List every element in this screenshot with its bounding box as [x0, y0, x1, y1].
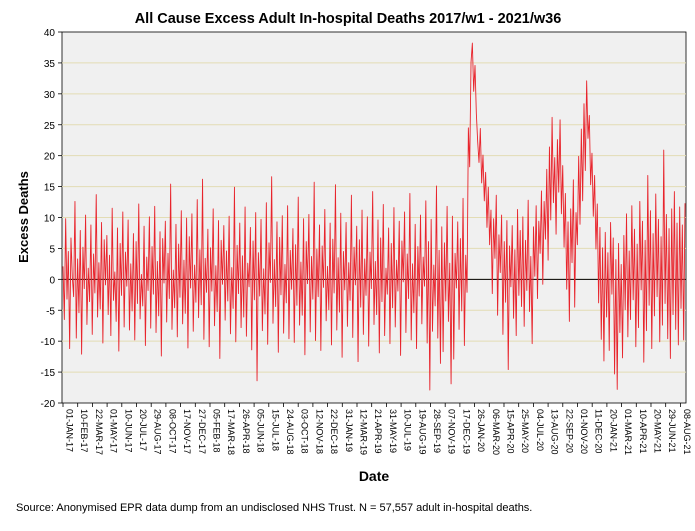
- x-tick-label: 12-MAR-19: [358, 409, 368, 455]
- y-tick-label: -20: [41, 399, 56, 410]
- chart-title: All Cause Excess Adult In-hospital Death…: [135, 11, 562, 27]
- x-tick-label: 19-AUG-19: [417, 409, 427, 455]
- x-tick-label: 03-OCT-18: [300, 409, 310, 454]
- x-tick-label: 22-MAR-17: [94, 409, 104, 455]
- y-tick-label: 30: [44, 90, 56, 101]
- x-tick-label: 15-JUL-18: [270, 409, 280, 451]
- y-tick-label: -15: [41, 368, 56, 379]
- x-tick-label: 12-NOV-18: [314, 409, 324, 454]
- x-tick-label: 01-JAN-17: [65, 409, 75, 452]
- x-tick-label: 31-JAN-19: [344, 409, 354, 452]
- y-tick-label: 0: [49, 275, 55, 286]
- x-tick-label: 22-SEP-20: [564, 409, 574, 453]
- x-tick-label: 22-DEC-18: [329, 409, 339, 454]
- x-tick-label: 06-MAR-20: [491, 409, 501, 455]
- x-tick-label: 27-DEC-17: [197, 409, 207, 454]
- x-tick-label: 11-DEC-20: [594, 409, 604, 453]
- x-tick-label: 10-FEB-17: [79, 409, 89, 453]
- x-tick-label: 10-JUL-19: [403, 409, 413, 451]
- y-tick-label: 20: [44, 152, 56, 163]
- series-line-excess-deaths: [62, 42, 686, 391]
- y-tick-label: 35: [44, 59, 56, 70]
- x-tick-label: 29-AUG-17: [153, 409, 163, 455]
- source-footnote: Source: Anonymised EPR data dump from an…: [16, 502, 532, 514]
- x-tick-label: 17-MAR-18: [226, 409, 236, 455]
- x-tick-label: 05-FEB-18: [211, 409, 221, 453]
- x-tick-label: 20-JUL-17: [138, 409, 148, 451]
- x-tick-label: 01-NOV-20: [579, 409, 589, 454]
- x-tick-label: 15-APR-20: [505, 409, 515, 454]
- y-tick-label: 25: [44, 121, 56, 132]
- x-tick-label: 05-JUN-18: [256, 409, 266, 453]
- x-axis-ticks: 01-JAN-17 10-FEB-17 22-MAR-17 01-MAY-17 10-J…: [62, 403, 692, 455]
- x-tick-label: 21-APR-19: [373, 409, 383, 454]
- y-tick-label: 10: [44, 214, 56, 225]
- x-tick-label: 17-DEC-19: [461, 409, 471, 454]
- y-tick-label: -10: [41, 337, 56, 348]
- x-tick-label: 25-MAY-20: [520, 409, 530, 453]
- x-tick-label: 10-APR-21: [638, 409, 648, 454]
- x-tick-label: 07-NOV-19: [447, 409, 457, 454]
- x-tick-label: 04-JUL-20: [535, 409, 545, 451]
- y-tick-label: 5: [49, 244, 55, 255]
- x-tick-label: 29-JUN-21: [667, 409, 677, 453]
- y-axis-ticks: -20 -15 -10 -5 0 5 10 15 20 25 30 35 40: [41, 28, 62, 410]
- y-axis-label: Excess Deaths: [16, 171, 31, 263]
- x-tick-label: 31-MAY-19: [388, 409, 398, 453]
- x-tick-label: 10-JUN-17: [123, 409, 133, 453]
- x-tick-label: 17-NOV-17: [182, 409, 192, 454]
- x-tick-label: 20-MAY-21: [652, 409, 662, 453]
- x-tick-label: 28-SEP-19: [432, 409, 442, 453]
- x-tick-label: 20-JAN-21: [608, 409, 618, 452]
- x-tick-label: 01-MAY-17: [109, 409, 119, 453]
- x-tick-label: 01-MAR-21: [623, 409, 633, 455]
- x-tick-label: 24-AUG-18: [285, 409, 295, 455]
- y-tick-label: 15: [44, 183, 56, 194]
- x-tick-label: 26-APR-18: [241, 409, 251, 454]
- x-tick-label: 08-AUG-21: [682, 409, 692, 455]
- x-tick-label: 13-AUG-20: [550, 409, 560, 455]
- x-tick-label: 26-JAN-20: [476, 409, 486, 452]
- y-tick-label: 40: [44, 28, 56, 39]
- x-axis-label: Date: [359, 468, 390, 484]
- x-tick-label: 08-OCT-17: [167, 409, 177, 454]
- y-tick-label: -5: [46, 306, 55, 317]
